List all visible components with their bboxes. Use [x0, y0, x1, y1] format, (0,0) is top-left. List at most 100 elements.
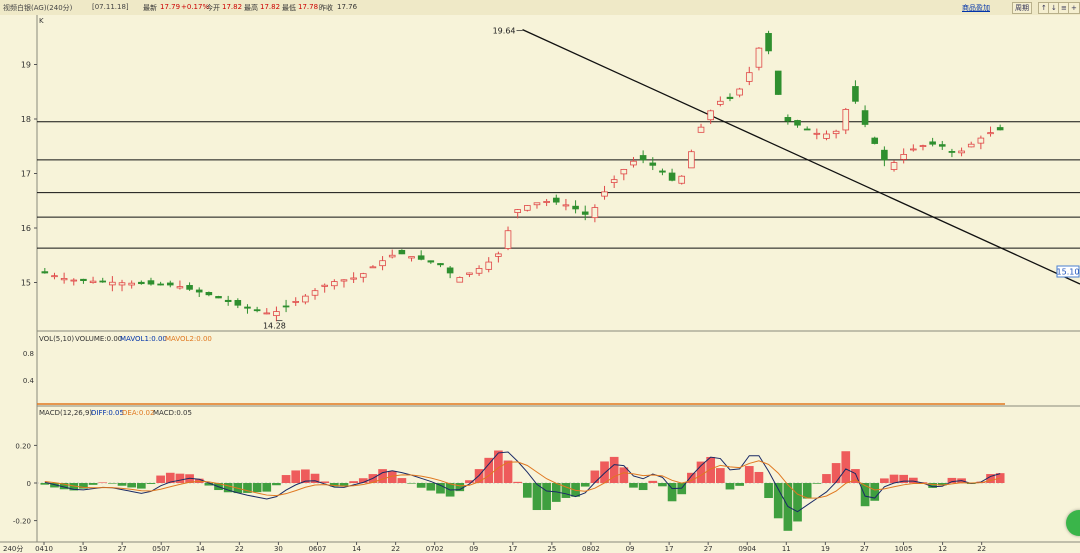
candle-body [948, 151, 956, 153]
chart-area[interactable]: K VOL(5,10) VOLUME:0.00 MAVOL1:0.00 MAVO… [0, 15, 1080, 553]
high-price-label: 19.64 [493, 27, 516, 36]
candle-body [774, 70, 782, 95]
macd-histogram-bar [503, 460, 513, 483]
macd-histogram-bar [146, 483, 156, 484]
candle-body [350, 277, 357, 280]
macd-histogram-bar [69, 483, 79, 491]
price-panel-label: K [39, 17, 44, 25]
x-tick-label: 09 [469, 545, 478, 553]
floating-action-button[interactable] [1066, 510, 1080, 536]
candle-body [832, 130, 840, 135]
macd-histogram-bar [262, 483, 272, 492]
candle-body [794, 120, 801, 126]
candle-body [919, 145, 927, 147]
candle-body [379, 260, 386, 267]
x-tick-label: 14 [352, 545, 361, 553]
x-tick-label: 1005 [895, 545, 913, 553]
macd-histogram-bar [416, 483, 426, 488]
mavol2-value: MAVOL2:0.00 [165, 335, 212, 343]
candle-body [41, 271, 49, 274]
macd-value: MACD:0.05 [153, 409, 192, 417]
macd-histogram-bar [378, 469, 387, 483]
candle-body [273, 311, 280, 317]
macd-histogram-bar [387, 471, 397, 483]
macd-histogram-bar [629, 483, 638, 488]
macd-histogram-bar [165, 472, 175, 483]
candle-body [601, 191, 608, 197]
candle-body [495, 253, 502, 257]
candle-body [186, 285, 193, 290]
macd-histogram-bar [407, 483, 416, 484]
macd-histogram-bar [773, 483, 783, 519]
macd-histogram-bar [831, 463, 841, 483]
candle-body [803, 128, 811, 131]
candle-body [659, 170, 666, 173]
instrument-title: 视频白银(AG)(240分) [3, 4, 73, 12]
quote-high-value: 17.82 [260, 3, 281, 11]
candle-body [755, 47, 763, 68]
macd-histogram-bar [156, 475, 165, 483]
candle-body [109, 281, 116, 286]
candle-body [475, 268, 483, 274]
candle-body [369, 266, 377, 269]
macd-histogram-bar [687, 472, 696, 483]
x-tick-label: 17 [508, 545, 517, 553]
macd-histogram-bar [551, 483, 561, 502]
candle-body [417, 255, 425, 260]
x-tick-label: 0507 [152, 545, 170, 553]
macd-histogram-bar [841, 451, 851, 483]
candle-body [359, 273, 367, 278]
period-button[interactable]: 周期 [1012, 2, 1032, 14]
candle-body [89, 280, 97, 283]
macd-histogram-bar [310, 473, 320, 483]
quote-prev-label: 昨收 [319, 4, 333, 12]
candle-body [842, 109, 850, 131]
macd-histogram-bar [696, 461, 706, 483]
macd-histogram-bar [301, 469, 310, 483]
candle-body [861, 110, 869, 125]
price-tick-label: 19 [21, 61, 31, 70]
volume-tick-label: 0.8 [23, 350, 34, 358]
trendline [522, 29, 1080, 285]
dea-line [44, 460, 1001, 499]
candle-body [610, 179, 618, 183]
candle-body [823, 133, 830, 139]
macd-histogram-bar [667, 483, 677, 502]
quote-open-label: 今开 [206, 4, 220, 12]
candle-body [195, 289, 203, 293]
quote-low-label: 最低 [282, 4, 296, 12]
macd-histogram-bar [860, 483, 870, 507]
candle-body [765, 33, 772, 52]
macd-histogram-bar [329, 483, 339, 487]
x-tick-label: 19 [79, 545, 88, 553]
x-tick-label: 0802 [582, 545, 600, 553]
price-tick-label: 15 [21, 279, 31, 288]
commodity-link[interactable]: 商品盈加 [962, 4, 990, 12]
candle-body [668, 172, 676, 181]
candle-body [205, 292, 213, 296]
x-tick-label: 22 [391, 545, 400, 553]
x-tick-label: 0702 [426, 545, 444, 553]
macd-histogram-bar [880, 478, 889, 483]
macd-histogram-bar [937, 483, 947, 486]
zoom-in-button[interactable]: + [1068, 2, 1080, 14]
candle-body [562, 204, 570, 207]
macd-histogram-bar [928, 483, 937, 488]
candle-body [784, 117, 792, 122]
macd-histogram-bar [542, 483, 551, 510]
candle-body [688, 151, 695, 169]
candle-body [813, 132, 821, 135]
x-axis-period-label: 240分 [3, 544, 23, 553]
price-tick-label: 17 [21, 170, 31, 179]
candle-body [234, 300, 242, 306]
candle-body [302, 295, 309, 303]
macd-histogram-bar [455, 483, 465, 492]
candle-body [157, 283, 164, 286]
candle-body [533, 202, 541, 206]
candle-body [890, 162, 898, 170]
candle-body [745, 72, 753, 82]
x-tick-label: 09 [626, 545, 635, 553]
macd-histogram-bar [706, 456, 716, 483]
candle-body [466, 272, 473, 275]
macd-histogram-bar [397, 478, 407, 483]
